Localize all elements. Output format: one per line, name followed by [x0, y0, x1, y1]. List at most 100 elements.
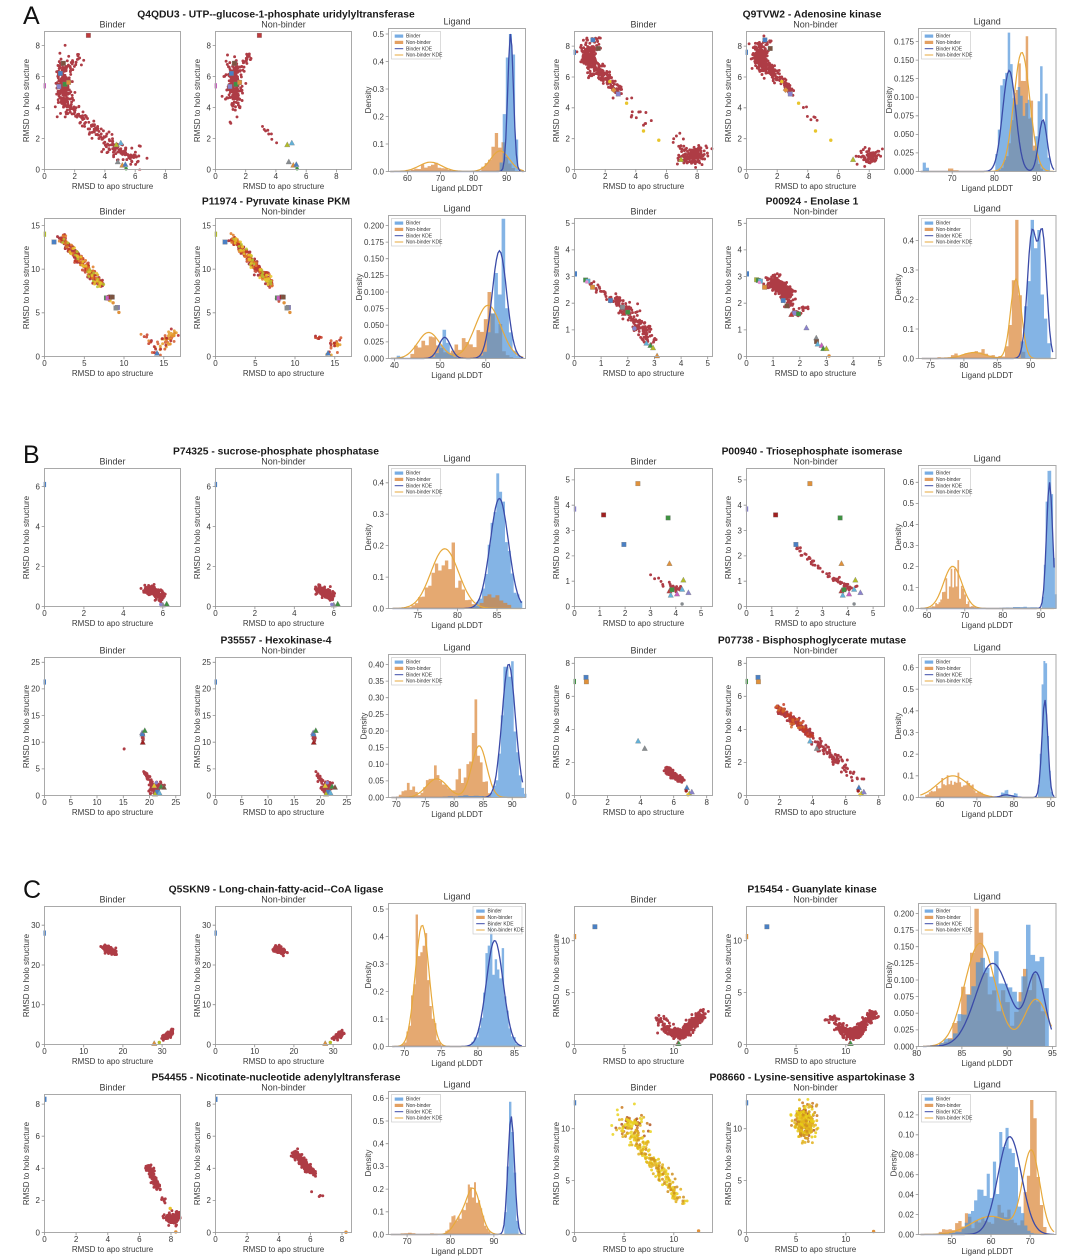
svg-text:20: 20 — [202, 961, 211, 970]
svg-text:2: 2 — [777, 798, 782, 807]
svg-text:30: 30 — [158, 1047, 167, 1056]
svg-text:4: 4 — [121, 609, 126, 618]
svg-text:P00924 - Enolase 1: P00924 - Enolase 1 — [766, 197, 859, 208]
svg-text:0: 0 — [572, 359, 577, 368]
svg-text:0.050: 0.050 — [894, 1009, 915, 1018]
svg-text:RMSD to apo structure: RMSD to apo structure — [775, 1245, 857, 1254]
svg-text:90: 90 — [1003, 1049, 1012, 1058]
svg-text:0.08: 0.08 — [898, 1151, 914, 1160]
svg-text:Binder: Binder — [630, 457, 656, 467]
svg-text:5: 5 — [36, 309, 41, 318]
svg-text:10: 10 — [733, 1125, 742, 1134]
svg-text:0.200: 0.200 — [894, 909, 915, 918]
svg-text:3: 3 — [738, 526, 743, 535]
svg-text:0.2: 0.2 — [373, 1185, 385, 1194]
svg-text:5: 5 — [566, 219, 571, 228]
svg-text:10: 10 — [841, 1047, 850, 1056]
svg-text:P15454 - Guanylate kinase: P15454 - Guanylate kinase — [747, 885, 877, 896]
svg-text:80: 80 — [469, 174, 478, 183]
svg-text:RMSD to apo structure: RMSD to apo structure — [775, 369, 857, 378]
svg-text:6: 6 — [664, 172, 669, 181]
svg-text:2: 2 — [798, 359, 803, 368]
svg-text:0.000: 0.000 — [364, 354, 385, 363]
svg-text:RMSD to holo structure: RMSD to holo structure — [22, 245, 31, 329]
svg-text:0: 0 — [738, 352, 743, 361]
svg-text:0.5: 0.5 — [373, 30, 385, 39]
svg-text:0: 0 — [738, 1040, 743, 1049]
svg-text:RMSD to apo structure: RMSD to apo structure — [243, 182, 325, 191]
svg-text:RMSD to holo structure: RMSD to holo structure — [724, 933, 733, 1017]
svg-text:6: 6 — [36, 1132, 41, 1141]
svg-text:0: 0 — [207, 602, 212, 611]
svg-text:0.050: 0.050 — [894, 130, 915, 139]
svg-text:Binder: Binder — [99, 895, 125, 905]
svg-text:80: 80 — [990, 174, 999, 183]
svg-text:0: 0 — [36, 791, 41, 800]
svg-text:0.3: 0.3 — [373, 1162, 385, 1171]
svg-text:Binder: Binder — [99, 646, 125, 656]
svg-text:RMSD to apo structure: RMSD to apo structure — [603, 808, 685, 817]
svg-text:Non-binder: Non-binder — [261, 457, 306, 467]
svg-text:0: 0 — [738, 1228, 743, 1237]
svg-text:0: 0 — [744, 359, 749, 368]
svg-text:Ligand pLDDT: Ligand pLDDT — [431, 184, 483, 193]
svg-text:5: 5 — [877, 359, 882, 368]
svg-text:10: 10 — [669, 1047, 678, 1056]
svg-text:Non-binder KDE: Non-binder KDE — [406, 53, 443, 59]
svg-text:Ligand pLDDT: Ligand pLDDT — [961, 184, 1013, 193]
svg-text:Binder KDE: Binder KDE — [406, 233, 433, 239]
svg-text:10: 10 — [120, 359, 129, 368]
svg-text:10: 10 — [291, 359, 300, 368]
svg-text:6: 6 — [836, 172, 841, 181]
svg-text:6: 6 — [738, 73, 743, 82]
svg-text:75: 75 — [437, 1049, 446, 1058]
svg-text:Density: Density — [355, 274, 364, 301]
svg-text:RMSD to holo structure: RMSD to holo structure — [552, 1121, 561, 1205]
svg-text:0: 0 — [213, 1235, 218, 1244]
svg-text:90: 90 — [1036, 611, 1045, 620]
svg-text:2: 2 — [605, 798, 610, 807]
svg-text:0: 0 — [572, 798, 577, 807]
svg-text:0: 0 — [738, 165, 743, 174]
svg-text:4: 4 — [679, 359, 684, 368]
svg-text:Non-binder: Non-binder — [406, 227, 431, 233]
svg-text:0.40: 0.40 — [368, 660, 384, 669]
svg-text:70: 70 — [972, 800, 981, 809]
svg-text:1: 1 — [566, 577, 571, 586]
svg-text:10: 10 — [79, 1047, 88, 1056]
svg-text:0.3: 0.3 — [903, 541, 915, 550]
svg-text:8: 8 — [566, 659, 571, 668]
svg-text:30: 30 — [31, 921, 40, 930]
svg-text:0.2: 0.2 — [373, 112, 385, 121]
svg-text:0.2: 0.2 — [373, 987, 385, 996]
svg-text:Non-binder: Non-binder — [406, 40, 431, 46]
svg-text:8: 8 — [340, 1235, 345, 1244]
svg-text:RMSD to holo structure: RMSD to holo structure — [22, 1121, 31, 1205]
svg-text:Ligand: Ligand — [443, 204, 470, 214]
svg-text:80: 80 — [453, 611, 462, 620]
svg-text:5: 5 — [82, 359, 87, 368]
svg-text:2: 2 — [207, 1196, 212, 1205]
svg-text:0: 0 — [42, 1235, 47, 1244]
svg-text:RMSD to holo structure: RMSD to holo structure — [552, 245, 561, 329]
svg-text:6: 6 — [161, 609, 166, 618]
svg-text:0.025: 0.025 — [364, 338, 385, 347]
svg-text:Non-binder: Non-binder — [793, 1083, 838, 1093]
svg-text:0: 0 — [744, 609, 749, 618]
svg-text:0.0: 0.0 — [903, 604, 915, 613]
svg-text:0.10: 0.10 — [898, 1131, 914, 1140]
svg-text:0.1: 0.1 — [373, 573, 385, 582]
svg-text:0.0: 0.0 — [373, 167, 385, 176]
svg-text:70: 70 — [403, 1237, 412, 1246]
svg-text:Non-binder KDE: Non-binder KDE — [936, 490, 973, 496]
svg-text:Binder KDE: Binder KDE — [406, 1109, 433, 1115]
svg-text:4: 4 — [674, 609, 679, 618]
svg-text:20: 20 — [31, 961, 40, 970]
svg-text:0.06: 0.06 — [898, 1171, 914, 1180]
svg-text:0.4: 0.4 — [373, 932, 385, 941]
svg-text:0: 0 — [566, 1040, 571, 1049]
svg-text:Non-binder KDE: Non-binder KDE — [406, 679, 443, 685]
svg-text:8: 8 — [207, 1100, 212, 1109]
svg-text:0.3: 0.3 — [373, 510, 385, 519]
svg-text:Binder: Binder — [936, 34, 951, 40]
